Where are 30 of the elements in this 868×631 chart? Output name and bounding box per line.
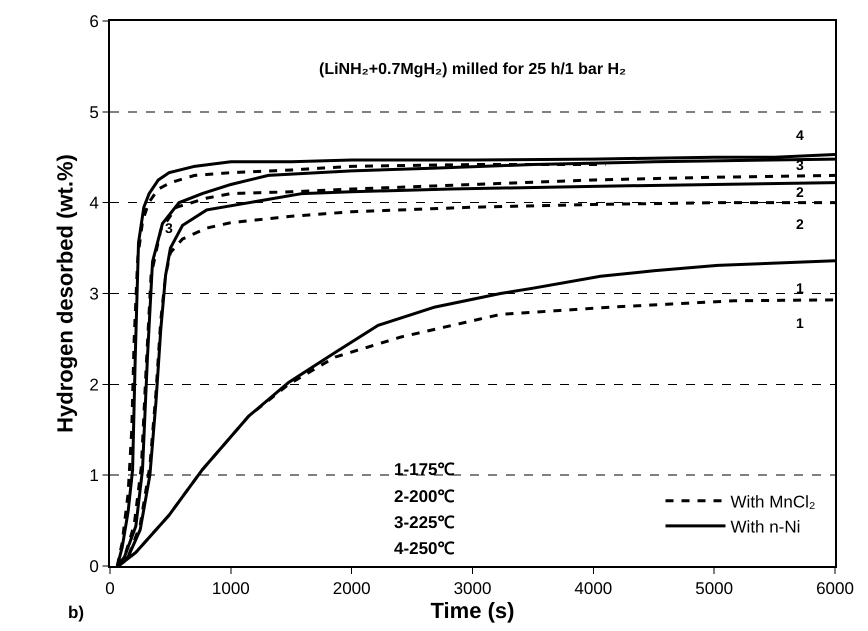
x-tick-label: 2000: [332, 579, 371, 598]
legend-label: With MnCl₂: [730, 492, 816, 512]
x-tick-label: 1000: [212, 579, 250, 598]
x-tick-label: 6000: [816, 579, 854, 598]
annotation: 1: [796, 315, 804, 331]
text: b): [68, 603, 84, 622]
x-tick-label: 5000: [695, 579, 734, 598]
y-tick-label: 1: [89, 466, 99, 486]
y-tick-label: 3: [89, 284, 99, 304]
y-tick-label: 0: [89, 556, 99, 576]
annotation: 1-175℃: [394, 460, 454, 479]
annotation: 4-250℃: [394, 539, 454, 558]
annotation: 2-200℃: [394, 487, 454, 506]
y-axis-title: Hydrogen desorbed (wt.%): [52, 154, 78, 433]
annotation: 1: [796, 280, 804, 296]
y-tick-label: 5: [89, 102, 99, 122]
x-tick-label: 3000: [454, 579, 492, 598]
annotation: 2: [796, 184, 804, 200]
x-tick-label: 4000: [574, 579, 612, 598]
x-tick-label: 0: [105, 579, 115, 598]
annotation: 3: [165, 220, 173, 236]
y-tick-label: 6: [89, 12, 99, 31]
annotation: 4: [796, 127, 804, 143]
annotation: 2: [796, 216, 804, 232]
y-tick-label: 4: [89, 194, 99, 213]
annotation: 3-225℃: [394, 513, 454, 532]
y-tick-label: 2: [89, 375, 99, 394]
legend-label: With n-Ni: [730, 517, 800, 536]
x-axis-title: Time (s): [430, 598, 514, 624]
text: (LiNH₂+0.7MgH₂) milled for 25 h/1 bar H₂: [319, 61, 626, 78]
